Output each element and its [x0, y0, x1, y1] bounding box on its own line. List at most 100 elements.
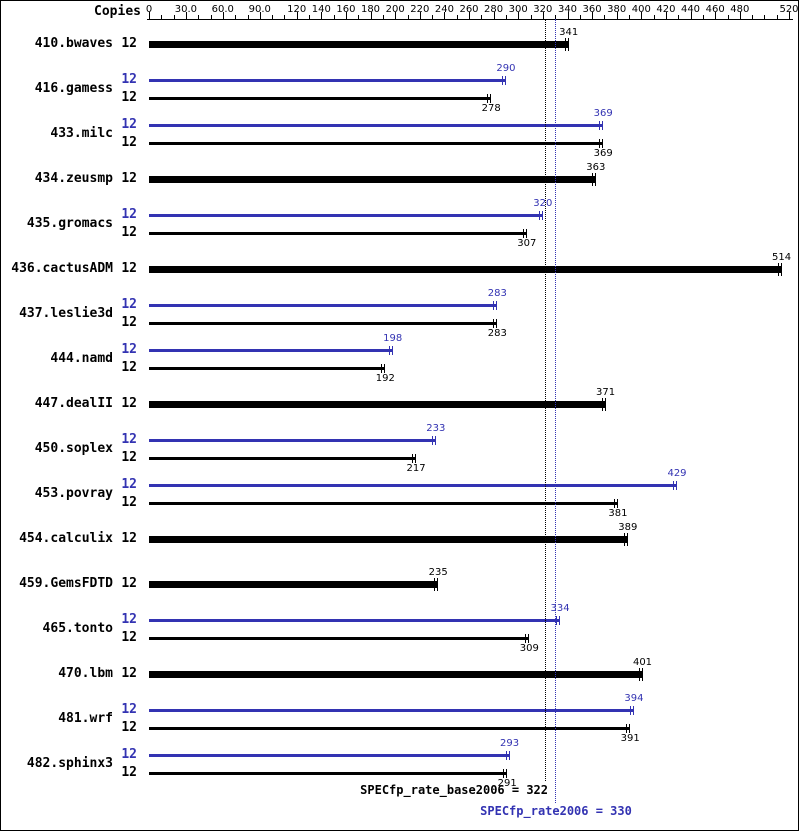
base-bar-endcap [638, 667, 640, 681]
axis-minor-tick [678, 15, 680, 20]
axis-major-tick [444, 12, 446, 20]
axis-tick-label: 300 [508, 4, 528, 15]
base-bar [149, 670, 643, 678]
peak-bar-endcap [508, 750, 510, 760]
axis-major-tick [370, 12, 372, 20]
base-bar-endcap [493, 318, 495, 328]
base-bar [149, 96, 492, 100]
axis-minor-tick [432, 15, 434, 20]
peak-bar-endcap [676, 480, 677, 490]
axis-minor-tick [776, 15, 778, 20]
benchmark-label: 450.soplex [34, 441, 113, 456]
base-bar [149, 40, 569, 48]
axis-major-tick [715, 12, 717, 20]
base-value-label: 291 [497, 778, 517, 789]
axis-minor-tick [407, 15, 409, 20]
peak-bar-endcap [556, 615, 558, 625]
peak-bar-endcap [391, 345, 393, 355]
peak_mean-line [555, 19, 557, 803]
axis-minor-tick [505, 15, 507, 20]
base-bar-endcap [528, 633, 530, 643]
base-bar-endcap [780, 262, 782, 276]
axis-tick-label: 340 [557, 4, 578, 15]
benchmark-label: 447.dealII [34, 396, 113, 411]
axis-tick-label: 0 [145, 4, 153, 15]
benchmark-label: 465.tonto [42, 621, 113, 636]
copies-value: 12 [121, 702, 137, 717]
peak-value-label: 334 [550, 603, 570, 614]
axis-minor-tick [309, 15, 310, 20]
axis-major-tick [395, 12, 397, 20]
axis-major-tick [259, 12, 261, 20]
axis-minor-tick [727, 15, 729, 20]
base-bar [149, 771, 508, 775]
axis-major-tick [469, 12, 470, 20]
benchmark-label: 433.milc [50, 126, 113, 141]
axis-minor-tick [764, 15, 766, 20]
benchmark-label: 470.lbm [58, 666, 113, 681]
peak-value-label: 283 [487, 288, 507, 299]
copies-value: 12 [121, 72, 137, 87]
base-bar [149, 366, 386, 370]
base-bar-endcap [623, 532, 625, 546]
peak-bar-endcap [541, 210, 543, 220]
axis-major-tick [149, 12, 150, 20]
base-value-label: 369 [593, 148, 613, 159]
base-bar-endcap [490, 93, 492, 103]
base-bar-endcap [525, 633, 527, 643]
axis-tick-label: 240 [434, 4, 454, 15]
axis-tick-label: 180 [360, 4, 381, 15]
axis-minor-tick [702, 15, 704, 20]
benchmark-label: 459.GemsFDTD [19, 576, 113, 591]
axis-major-tick [185, 12, 187, 20]
base_mean-line [545, 19, 547, 781]
base-bar [149, 265, 782, 273]
base-bar-endcap [591, 172, 593, 186]
axis-minor-tick [530, 15, 532, 20]
peak-value-label: 293 [500, 738, 520, 749]
base-bar [149, 456, 417, 460]
axis-minor-tick [333, 15, 335, 20]
axis-minor-tick [272, 15, 274, 20]
copies-value: 12 [121, 495, 137, 510]
peak-bar-endcap [504, 75, 506, 85]
base-bar-endcap [594, 172, 596, 186]
base-bar-endcap [525, 228, 527, 238]
base-value-label: 341 [559, 27, 579, 38]
base-value-label: 235 [428, 567, 448, 578]
base-value-label: 278 [481, 103, 501, 114]
copies-value: 12 [121, 135, 137, 150]
base-value-label: 381 [608, 508, 628, 519]
axis-tick-label: 200 [385, 4, 405, 15]
axis-minor-tick [210, 15, 212, 20]
axis-major-tick [592, 12, 594, 20]
peak-bar [149, 753, 510, 757]
base-mean-label: SPECfp_rate_base2006 = 322 [360, 783, 548, 797]
copies-value: 12 [121, 117, 137, 132]
base-bar-endcap [437, 577, 439, 591]
axis-tick-label: 380 [607, 4, 627, 15]
peak-bar [149, 483, 677, 487]
base-value-label: 192 [375, 373, 395, 384]
copies-value: 12 [121, 531, 137, 546]
axis-major-tick [690, 12, 692, 20]
benchmark-label: 437.leslie3d [19, 306, 113, 321]
axis-tick-label: 160 [336, 4, 356, 15]
copies-value: 12 [121, 171, 137, 186]
axis-tick-label: 480 [730, 4, 750, 15]
axis-minor-tick [752, 15, 754, 20]
axis-major-tick [641, 12, 643, 20]
axis-major-tick [542, 12, 544, 20]
axis-major-tick [665, 12, 667, 20]
copies-value: 12 [121, 576, 137, 591]
copies-value: 12 [121, 342, 137, 357]
peak-bar-endcap [505, 750, 507, 760]
base-bar-endcap [604, 397, 606, 411]
peak-bar-endcap [538, 210, 540, 220]
peak-bar-endcap [559, 615, 561, 625]
copies-value: 12 [121, 450, 137, 465]
copies-value: 12 [121, 315, 137, 330]
axis-tick-label: 30.0 [174, 4, 198, 15]
benchmark-label: 436.cactusADM [11, 261, 113, 276]
axis-tick-label: 440 [680, 4, 701, 15]
